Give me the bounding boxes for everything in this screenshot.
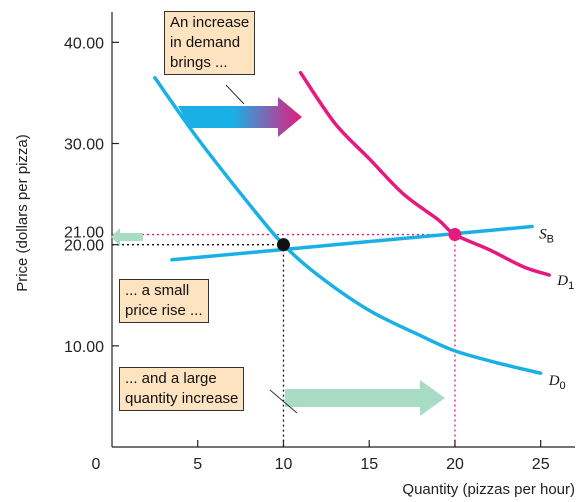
callout-small-price-rise: ... a small price rise ... (119, 279, 209, 323)
leader-line (225, 84, 245, 105)
y-tick-label: 30.00 (64, 137, 104, 154)
curve-label: SB (539, 226, 554, 245)
y-tick-label-highlight: 21.00 (64, 225, 104, 242)
x-tick-label: 5 (193, 456, 202, 473)
curves (153, 70, 552, 375)
curve-d1 (298, 70, 552, 277)
x-axis-label: Quantity (pizzas per hour) (402, 481, 575, 498)
curve-d0 (153, 76, 543, 375)
curve-sb (170, 224, 534, 262)
demand-shift-arrow (178, 97, 302, 137)
shift-arrows (111, 84, 445, 416)
quantity-increase-arrow (285, 380, 445, 416)
x-tick-label: 20 (446, 456, 464, 473)
price-rise-arrow-head (111, 228, 120, 246)
y-tick-label: 40.00 (64, 35, 104, 52)
chart-text: Quantity (pizzas per hour) Price (dollar… (14, 35, 575, 498)
curve-label: D0 (548, 373, 566, 392)
price-rise-arrow-body (120, 233, 143, 241)
x-tick-label: 10 (275, 456, 293, 473)
equilibrium-point (448, 228, 462, 242)
y-axis-label: Price (dollars per pizza) (14, 134, 31, 292)
y-tick-label: 20.00 (64, 238, 104, 255)
callout-large-quantity-increase: ... and a large quantity increase (119, 367, 245, 411)
curve-label: D1 (556, 273, 574, 292)
x-tick-label: 25 (532, 456, 550, 473)
callout-demand-increase: An increase in demand brings ... (164, 11, 256, 75)
equilibrium-points (276, 228, 462, 252)
x-tick-label: 0 (92, 456, 101, 473)
guide-lines (112, 233, 456, 447)
y-tick-label: 10.00 (64, 339, 104, 356)
equilibrium-point (276, 238, 290, 252)
x-tick-label: 15 (360, 456, 378, 473)
leader-line (269, 389, 298, 414)
